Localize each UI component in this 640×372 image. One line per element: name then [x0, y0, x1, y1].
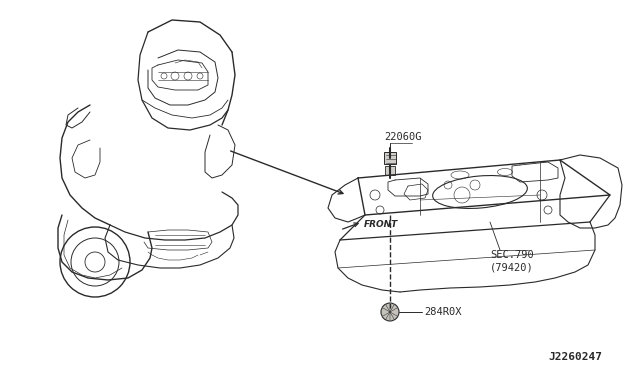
Text: FRONT: FRONT — [364, 220, 398, 229]
Text: (79420): (79420) — [490, 262, 534, 272]
Text: 22060G: 22060G — [384, 132, 422, 142]
Text: J2260247: J2260247 — [548, 352, 602, 362]
Text: SEC.790: SEC.790 — [490, 250, 534, 260]
Bar — [384, 152, 396, 164]
Circle shape — [381, 303, 399, 321]
Text: 284R0X: 284R0X — [424, 307, 461, 317]
Bar — [385, 166, 395, 175]
